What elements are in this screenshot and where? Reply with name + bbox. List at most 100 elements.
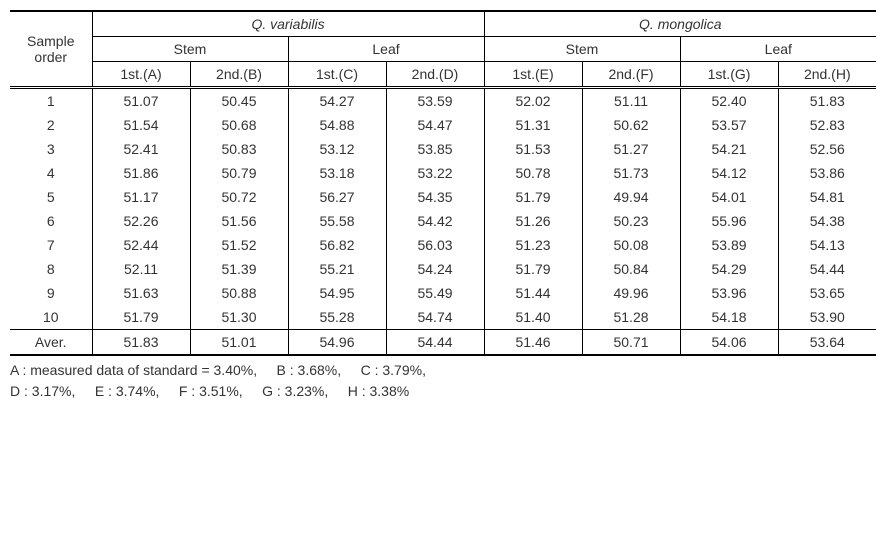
cell: 49.94 (582, 185, 680, 209)
cell: 54.88 (288, 113, 386, 137)
cell: 53.90 (778, 305, 876, 330)
cell: 51.56 (190, 209, 288, 233)
cell: 51.63 (92, 281, 190, 305)
cell: 53.12 (288, 137, 386, 161)
cell: 51.28 (582, 305, 680, 330)
table-body: 151.0750.4554.2753.5952.0251.1152.4051.8… (10, 89, 876, 330)
cell: 55.58 (288, 209, 386, 233)
cell: 53.86 (778, 161, 876, 185)
cell: 53.57 (680, 113, 778, 137)
header-col-F: 2nd.(F) (582, 62, 680, 87)
cell: 54.12 (680, 161, 778, 185)
cell: 50.23 (582, 209, 680, 233)
avg-label: Aver. (10, 330, 92, 356)
cell: 54.13 (778, 233, 876, 257)
cell: 54.47 (386, 113, 484, 137)
cell: 51.26 (484, 209, 582, 233)
table-row: 852.1151.3955.2154.2451.7950.8454.2954.4… (10, 257, 876, 281)
header-species-1: Q. mongolica (484, 11, 876, 37)
cell: 54.74 (386, 305, 484, 330)
cell: 52.83 (778, 113, 876, 137)
avg-C: 54.96 (288, 330, 386, 356)
cell: 51.44 (484, 281, 582, 305)
avg-A: 51.83 (92, 330, 190, 356)
header-col-E: 1st.(E) (484, 62, 582, 87)
table-row: 951.6350.8854.9555.4951.4449.9653.9653.6… (10, 281, 876, 305)
cell: 51.54 (92, 113, 190, 137)
header-part-2: Stem (484, 37, 680, 62)
avg-E: 51.46 (484, 330, 582, 356)
cell: 51.39 (190, 257, 288, 281)
header-part-0: Stem (92, 37, 288, 62)
cell: 54.18 (680, 305, 778, 330)
avg-G: 54.06 (680, 330, 778, 356)
cell: 55.49 (386, 281, 484, 305)
header-col-D: 2nd.(D) (386, 62, 484, 87)
cell: 54.27 (288, 89, 386, 114)
cell: 51.73 (582, 161, 680, 185)
cell: 52.11 (92, 257, 190, 281)
cell: 54.38 (778, 209, 876, 233)
cell: 56.27 (288, 185, 386, 209)
table-row: 352.4150.8353.1253.8551.5351.2754.2152.5… (10, 137, 876, 161)
cell: 53.22 (386, 161, 484, 185)
cell: 51.11 (582, 89, 680, 114)
table-row: 652.2651.5655.5854.4251.2650.2355.9654.3… (10, 209, 876, 233)
cell: 54.35 (386, 185, 484, 209)
cell: 54.29 (680, 257, 778, 281)
header-sample-order: Sample order (10, 11, 92, 87)
cell: 53.85 (386, 137, 484, 161)
cell: 53.89 (680, 233, 778, 257)
row-index: 5 (10, 185, 92, 209)
row-index: 2 (10, 113, 92, 137)
cell: 50.84 (582, 257, 680, 281)
row-index: 6 (10, 209, 92, 233)
cell: 50.79 (190, 161, 288, 185)
cell: 49.96 (582, 281, 680, 305)
cell: 53.65 (778, 281, 876, 305)
cell: 51.23 (484, 233, 582, 257)
cell: 53.59 (386, 89, 484, 114)
avg-F: 50.71 (582, 330, 680, 356)
header-part-3: Leaf (680, 37, 876, 62)
table-row: 451.8650.7953.1853.2250.7851.7354.1253.8… (10, 161, 876, 185)
cell: 51.31 (484, 113, 582, 137)
cell: 51.27 (582, 137, 680, 161)
cell: 51.79 (92, 305, 190, 330)
cell: 54.01 (680, 185, 778, 209)
header-col-A: 1st.(A) (92, 62, 190, 87)
avg-D: 54.44 (386, 330, 484, 356)
avg-B: 51.01 (190, 330, 288, 356)
cell: 55.28 (288, 305, 386, 330)
row-index: 4 (10, 161, 92, 185)
row-index: 7 (10, 233, 92, 257)
cell: 54.44 (778, 257, 876, 281)
table-row: 151.0750.4554.2753.5952.0251.1152.4051.8… (10, 89, 876, 114)
row-index: 8 (10, 257, 92, 281)
table-row: 752.4451.5256.8256.0351.2350.0853.8954.1… (10, 233, 876, 257)
cell: 50.68 (190, 113, 288, 137)
cell: 51.86 (92, 161, 190, 185)
cell: 55.96 (680, 209, 778, 233)
table-row: 551.1750.7256.2754.3551.7949.9454.0154.8… (10, 185, 876, 209)
row-index: 1 (10, 89, 92, 114)
header-col-B: 2nd.(B) (190, 62, 288, 87)
cell: 56.03 (386, 233, 484, 257)
header-part-1: Leaf (288, 37, 484, 62)
cell: 53.18 (288, 161, 386, 185)
cell: 52.02 (484, 89, 582, 114)
row-index: 10 (10, 305, 92, 330)
row-index: 3 (10, 137, 92, 161)
data-table: Sample order Q. variabilis Q. mongolica … (10, 10, 876, 356)
cell: 51.83 (778, 89, 876, 114)
cell: 51.07 (92, 89, 190, 114)
cell: 54.42 (386, 209, 484, 233)
cell: 51.79 (484, 257, 582, 281)
cell: 51.79 (484, 185, 582, 209)
cell: 56.82 (288, 233, 386, 257)
cell: 51.30 (190, 305, 288, 330)
cell: 50.78 (484, 161, 582, 185)
cell: 50.72 (190, 185, 288, 209)
cell: 51.53 (484, 137, 582, 161)
cell: 50.83 (190, 137, 288, 161)
